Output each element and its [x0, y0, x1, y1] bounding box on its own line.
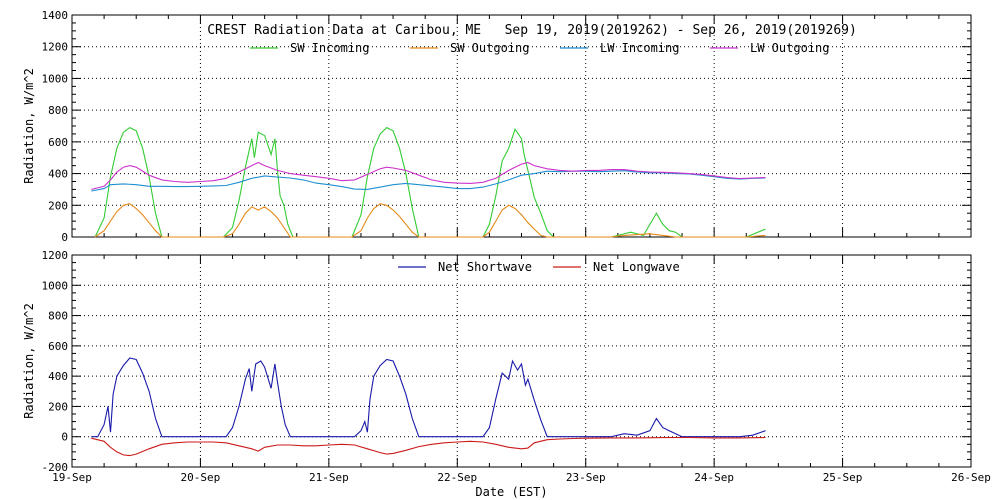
- y-tick-label: 1400: [42, 9, 69, 22]
- series-line-net-shortwave: [91, 357, 766, 438]
- y-axis-label: Radiation, W/m^2: [22, 68, 36, 184]
- series-line-lw-outgoing: [91, 161, 766, 190]
- series-line-sw-outgoing: [94, 203, 766, 238]
- legend-label: LW Outgoing: [750, 41, 829, 55]
- y-tick-label: 1000: [42, 72, 69, 85]
- legend-label: SW Outgoing: [450, 41, 529, 55]
- x-tick-label: 25-Sep: [823, 471, 863, 484]
- series-line-lw-incoming: [91, 170, 766, 192]
- x-tick-label: 21-Sep: [309, 471, 349, 484]
- x-tick-label: 19-Sep: [52, 471, 92, 484]
- y-tick-label: 400: [48, 370, 68, 383]
- y-tick-label: 1200: [42, 41, 69, 54]
- y-tick-label: 600: [48, 340, 68, 353]
- legend-label: SW Incoming: [290, 41, 369, 55]
- y-tick-label: 1200: [42, 249, 69, 262]
- y-tick-label: 200: [48, 199, 68, 212]
- y-axis-label: Radiation, W/m^2: [22, 303, 36, 419]
- y-tick-label: 400: [48, 168, 68, 181]
- top-panel: 0 200 400 600 800 1000 1200 1400 Radiation, W/m^…: [22, 9, 972, 244]
- legend-label: LW Incoming: [600, 41, 679, 55]
- legend-label: Net Longwave: [593, 260, 680, 274]
- legend-label: Net Shortwave: [438, 260, 532, 274]
- y-tick-label: 200: [48, 400, 68, 413]
- y-tick-label: 0: [61, 231, 68, 244]
- x-axis-label: Date (EST): [475, 485, 547, 499]
- x-tick-label: 20-Sep: [181, 471, 221, 484]
- x-tick-label: 23-Sep: [566, 471, 606, 484]
- x-tick-label: 24-Sep: [694, 471, 734, 484]
- plot-frame: [71, 14, 972, 238]
- y-tick-label: 0: [61, 431, 68, 444]
- plot-frame: [71, 254, 972, 468]
- y-tick-label: 800: [48, 310, 68, 323]
- bottom-panel: -200 0 200 400 600 800 1000 1200 Radiation, W/m^…: [22, 249, 991, 499]
- x-tick-label: 22-Sep: [437, 471, 477, 484]
- y-tick-label: 600: [48, 136, 68, 149]
- y-tick-label: -200: [42, 461, 69, 474]
- y-tick-label: 1000: [42, 279, 69, 292]
- series-line-net-longwave: [91, 436, 766, 457]
- x-tick-label: 26-Sep: [951, 471, 991, 484]
- y-tick-label: 800: [48, 104, 68, 117]
- figure-title: CREST Radiation Data at Caribou, ME Sep …: [207, 23, 857, 38]
